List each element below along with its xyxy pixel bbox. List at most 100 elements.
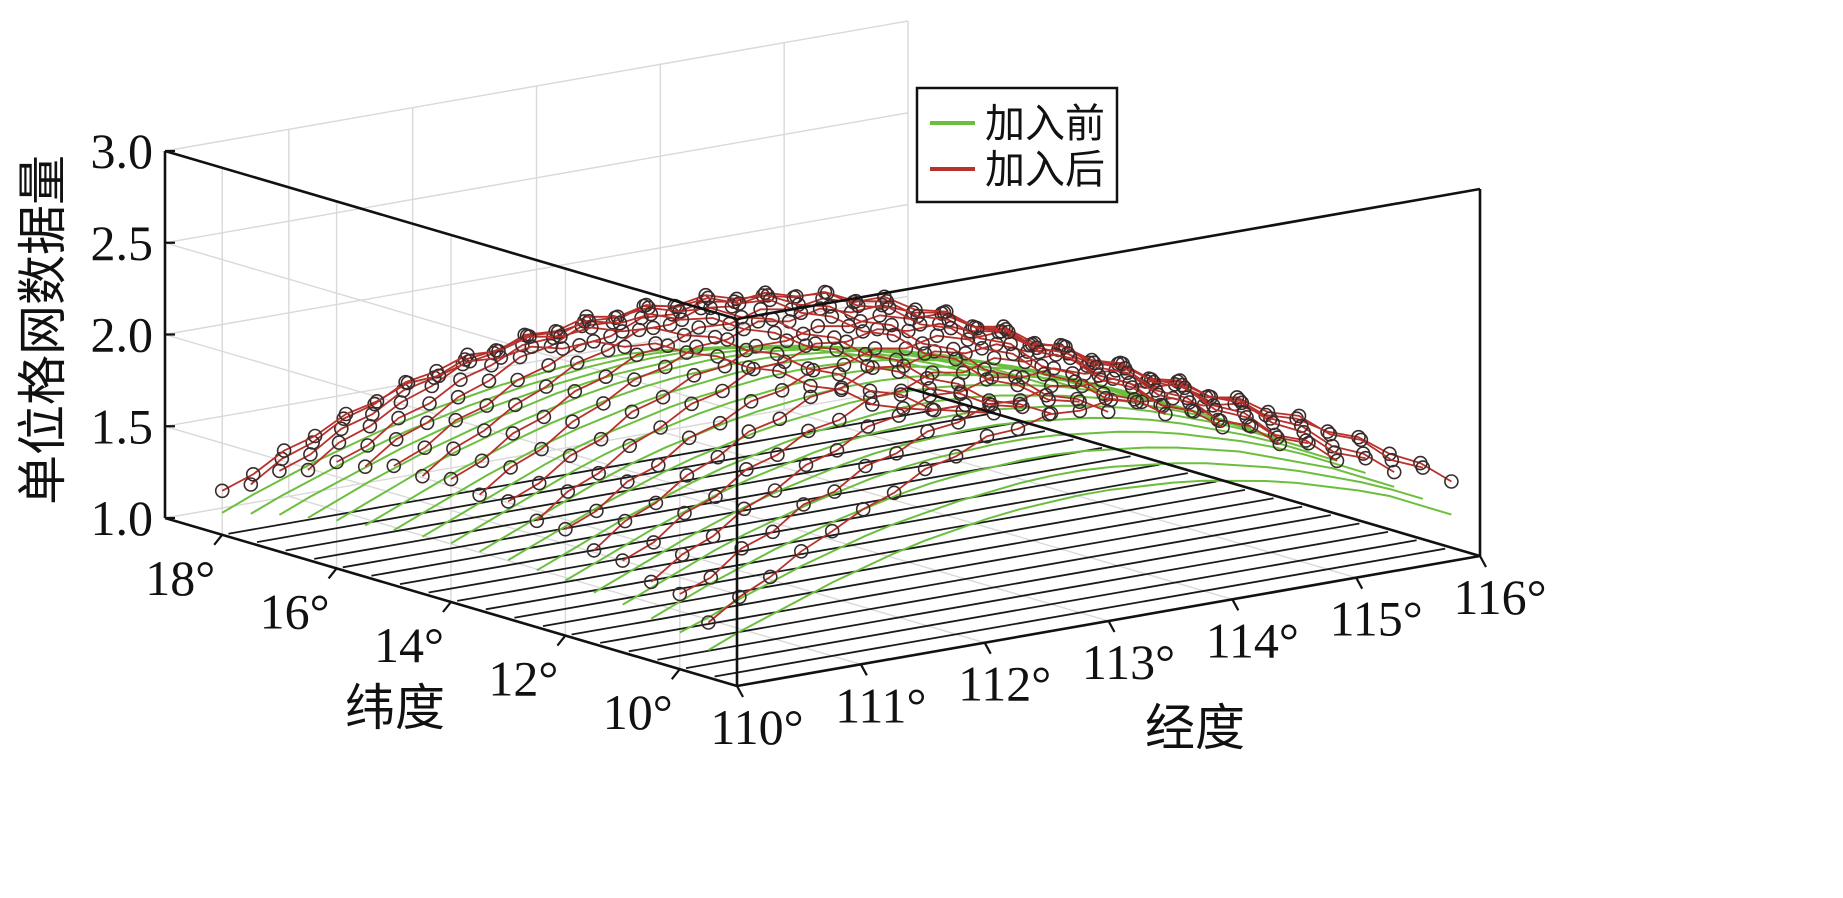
series-after-point (1415, 460, 1431, 475)
series-after-point (1165, 390, 1181, 406)
series-after-point (1232, 392, 1247, 408)
series-before-line (593, 416, 1338, 594)
series-after-point (1301, 435, 1316, 451)
series-after-point (481, 373, 497, 389)
series-after-point (1186, 404, 1202, 419)
series-after-point (803, 389, 819, 405)
series-after-point (679, 345, 694, 360)
series-after-point (972, 330, 987, 346)
series-after-point (872, 307, 888, 323)
series-after-point (415, 468, 430, 484)
series-after-point (624, 404, 640, 420)
series-after-point (674, 312, 690, 328)
series-after-point (338, 406, 354, 422)
series-after-line (593, 343, 1338, 552)
y-tick (213, 534, 224, 546)
series-after-point (657, 359, 673, 375)
series-after-point (1041, 392, 1056, 408)
series-after-point (986, 405, 1002, 421)
series-after-point (969, 320, 985, 336)
series-after-point (829, 442, 845, 458)
series-after-point (943, 320, 959, 336)
x-tick-label: 112° (958, 656, 1051, 712)
series-after-point (450, 389, 466, 405)
series-after-point (862, 383, 878, 399)
x-tick (1479, 555, 1487, 568)
y-tick-label: 10° (603, 684, 673, 740)
series-after-point (686, 367, 702, 383)
series-after-point (614, 324, 630, 339)
series-after-point (583, 320, 599, 335)
legend-box (915, 86, 1119, 204)
series-after-point (912, 316, 928, 332)
series-after-point (1010, 377, 1026, 393)
series-after-point (1358, 450, 1373, 466)
series-after-point (798, 338, 814, 354)
series-after-point (810, 318, 826, 334)
x-tick (1107, 620, 1116, 633)
series-after-line (221, 340, 966, 492)
series-before-line (650, 446, 1395, 620)
series-after-point (908, 302, 923, 318)
series-after-point (419, 415, 435, 431)
series-after-point (560, 484, 576, 499)
series-after-point (586, 543, 602, 558)
series-after-point (800, 361, 816, 376)
series-after-point (915, 336, 930, 351)
z-tick-label: 1.5 (91, 398, 154, 454)
series-after-point (707, 329, 723, 345)
series-after-point (638, 297, 654, 313)
series-after-point (1003, 336, 1018, 352)
x-tick-label: 115° (1330, 591, 1423, 647)
series-after-point (824, 309, 840, 324)
series-after-point (831, 366, 847, 382)
series-after-point (1182, 395, 1197, 410)
series-after-point (522, 329, 537, 344)
series-after-point (1351, 429, 1366, 445)
series-after-point (770, 447, 785, 463)
series-after-point (905, 305, 921, 320)
series-after-point (1065, 366, 1080, 381)
series-after-point (589, 503, 604, 519)
series-after-point (793, 305, 809, 321)
series-after-point (1291, 408, 1307, 424)
series-after-point (643, 574, 659, 590)
series-after-point (881, 300, 897, 316)
series-after-point (386, 458, 402, 474)
series-after-point (679, 468, 695, 483)
series-after-point (948, 351, 964, 367)
y-tick (670, 668, 681, 680)
series-after-point (701, 615, 716, 630)
series-after-point (1093, 372, 1109, 388)
series-after-point (369, 393, 385, 409)
series-after-line (507, 312, 1252, 503)
series-after-point (1072, 394, 1087, 410)
series-after-point (743, 393, 759, 409)
series-after-point (703, 300, 718, 316)
series-after-point (1007, 369, 1023, 385)
x-tick-label: 113° (1082, 634, 1175, 690)
series-after-point (622, 438, 638, 454)
series-after-point (705, 528, 721, 544)
series-before-line (707, 479, 1452, 651)
y-tick-label: 14° (374, 617, 444, 673)
series-after-point (534, 441, 549, 457)
x-tick-label: 116° (1453, 569, 1546, 625)
series-after-point (538, 379, 554, 394)
series-after-point (1031, 344, 1047, 360)
series-after-point (1127, 391, 1142, 407)
series-after-point (524, 339, 540, 355)
series-after-point (276, 443, 292, 458)
series-after-point (1353, 432, 1369, 448)
series-after-point (864, 397, 880, 412)
x-tick (1355, 577, 1364, 590)
series-after-line (564, 331, 1309, 530)
floor-baseline (571, 505, 1303, 636)
series-after-point (558, 521, 573, 537)
x-tick (983, 642, 992, 655)
series-after-point (672, 586, 688, 602)
series-after-point (891, 364, 906, 380)
series-after-point (748, 338, 764, 354)
z-tick-label: 1.0 (91, 490, 154, 546)
series-after-point (772, 411, 788, 427)
